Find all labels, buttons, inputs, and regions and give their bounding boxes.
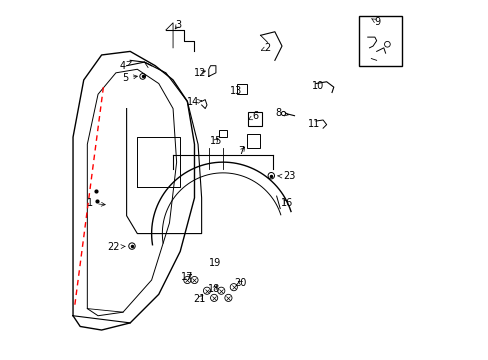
Text: 12: 12 xyxy=(193,68,205,78)
Text: 21: 21 xyxy=(193,294,205,303)
Text: 15: 15 xyxy=(209,136,222,146)
Text: 2: 2 xyxy=(261,43,270,53)
Text: 23: 23 xyxy=(277,171,295,181)
Text: 14: 14 xyxy=(186,97,202,107)
Text: 10: 10 xyxy=(311,81,324,91)
Text: 20: 20 xyxy=(234,278,246,288)
Bar xyxy=(358,16,401,66)
Text: 18: 18 xyxy=(207,284,220,294)
Text: 17: 17 xyxy=(181,272,193,282)
Text: 9: 9 xyxy=(371,17,380,27)
Text: 8: 8 xyxy=(275,108,288,118)
Text: 3: 3 xyxy=(175,19,181,30)
Text: 22: 22 xyxy=(106,242,125,252)
Text: 19: 19 xyxy=(209,258,221,268)
Text: 7: 7 xyxy=(238,147,244,157)
Text: 1: 1 xyxy=(87,198,105,208)
Text: 6: 6 xyxy=(248,111,258,121)
Text: 13: 13 xyxy=(229,86,242,96)
Text: 4: 4 xyxy=(119,61,131,71)
Text: 11: 11 xyxy=(307,118,320,129)
Text: 5: 5 xyxy=(122,73,137,83)
Text: 16: 16 xyxy=(280,198,292,208)
